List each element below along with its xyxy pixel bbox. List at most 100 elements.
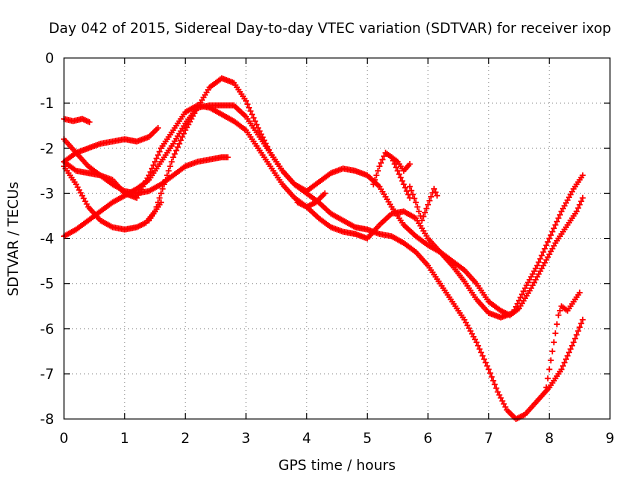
data-point: [564, 352, 571, 359]
data-point: [579, 194, 586, 201]
data-point: [150, 162, 157, 169]
data-point: [420, 213, 427, 220]
y-tick-labels: 0 -1 -2 -3 -4 -5 -6 -7 -8: [40, 51, 54, 428]
data-point: [537, 255, 544, 262]
x-tick-label: 1: [120, 431, 129, 447]
data-point: [572, 335, 579, 342]
x-tick-label: 9: [606, 431, 615, 447]
y-tick-label: -8: [40, 412, 54, 428]
data-point: [174, 144, 181, 151]
y-tick-label: -3: [40, 186, 54, 202]
data-point: [500, 400, 507, 407]
data-point: [406, 183, 413, 190]
data-point: [490, 377, 497, 384]
data-point: [156, 194, 163, 201]
series-arc-d: [61, 102, 586, 319]
y-tick-label: 0: [45, 51, 54, 67]
data-point: [488, 373, 495, 380]
data-point: [155, 152, 162, 159]
data-point: [155, 124, 162, 131]
data-point: [161, 181, 168, 188]
data-point: [573, 208, 580, 215]
data-point: [520, 288, 527, 295]
data-point: [578, 320, 585, 327]
data-point: [374, 167, 381, 174]
data-point: [484, 362, 491, 369]
data-point: [86, 119, 93, 126]
data-point: [402, 184, 409, 191]
data-point: [511, 306, 518, 313]
data-point: [243, 97, 249, 104]
data-point: [573, 331, 580, 338]
data-point: [370, 181, 377, 188]
data-point: [393, 164, 400, 171]
data-point: [171, 150, 178, 157]
data-point: [566, 349, 573, 356]
data-point: [494, 388, 501, 395]
data-point: [579, 172, 586, 179]
data-point: [552, 330, 559, 337]
data-point: [264, 143, 271, 150]
data-point: [421, 209, 428, 216]
data-point: [540, 249, 547, 256]
y-tick-label: -5: [40, 277, 54, 293]
data-point: [256, 128, 263, 135]
series-arc-a: [61, 115, 93, 126]
data-point: [570, 339, 577, 346]
data-point: [258, 131, 265, 138]
series-arc-i: [370, 149, 413, 201]
series-arc-b: [61, 136, 231, 197]
data-point: [406, 161, 413, 168]
data-point: [156, 148, 163, 155]
data-point: [173, 147, 180, 154]
x-tick-label: 6: [424, 431, 433, 447]
x-tick-label: 4: [302, 431, 311, 447]
data-point: [252, 118, 259, 125]
data-point: [538, 252, 545, 259]
data-point: [553, 321, 560, 328]
data-points: [61, 75, 586, 422]
data-point: [544, 238, 551, 245]
data-point: [547, 232, 554, 239]
data-point: [261, 137, 268, 144]
data-point: [516, 297, 522, 304]
data-point: [556, 307, 563, 314]
series-arc-f: [61, 75, 586, 321]
data-point: [411, 195, 418, 202]
series-arc-e: [61, 102, 586, 422]
data-point: [547, 357, 554, 364]
data-point: [549, 228, 556, 235]
data-point: [168, 158, 175, 165]
data-point: [431, 185, 438, 192]
data-point: [379, 156, 386, 163]
data-point: [167, 163, 174, 170]
data-point: [158, 190, 165, 197]
y-tick-label: -1: [40, 96, 54, 112]
data-point: [399, 177, 406, 184]
data-point: [546, 235, 553, 242]
y-tick-label: -7: [40, 367, 54, 383]
series-arc-j: [406, 183, 441, 224]
data-point: [550, 225, 557, 232]
data-point: [519, 291, 526, 298]
x-tick-labels: 0 1 2 3 4 5 6 7 8 9: [60, 431, 615, 447]
data-point: [180, 130, 187, 137]
data-point: [563, 356, 570, 363]
data-point: [535, 259, 542, 266]
data-point: [162, 176, 169, 183]
data-point: [576, 289, 583, 296]
data-point: [576, 324, 583, 331]
plot-frame: [63, 57, 611, 420]
data-point: [164, 172, 171, 179]
data-point: [544, 375, 551, 382]
x-tick-label: 0: [60, 431, 69, 447]
data-point: [321, 190, 328, 197]
data-point: [534, 262, 541, 269]
data-point: [253, 121, 260, 128]
data-point: [482, 359, 489, 366]
data-point: [170, 154, 177, 161]
data-point: [418, 217, 425, 224]
y-tick-label: -2: [40, 141, 54, 157]
data-point: [497, 394, 504, 401]
